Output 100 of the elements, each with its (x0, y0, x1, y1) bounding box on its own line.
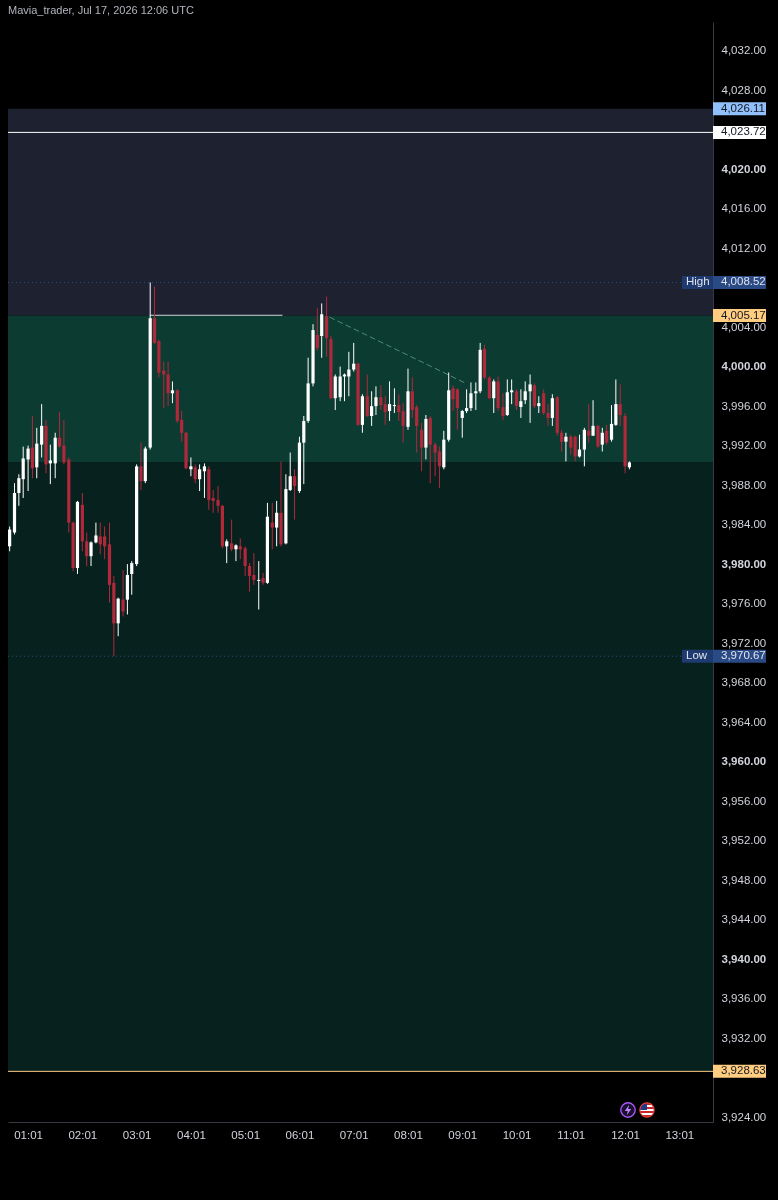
candlestick (225, 538, 229, 564)
candlestick (103, 526, 107, 560)
y-tick-label: 3,960.00 (721, 755, 767, 768)
candlestick (383, 395, 387, 426)
candlestick (234, 543, 238, 562)
candlestick (474, 381, 478, 411)
candlestick (605, 424, 609, 446)
candlestick (487, 375, 491, 400)
candlestick (170, 380, 175, 404)
candlestick (569, 434, 573, 455)
candlestick (514, 388, 519, 411)
candlestick (98, 522, 102, 555)
candlestick (257, 560, 261, 611)
y-tick-label: 3,956.00 (721, 794, 767, 807)
candlestick (582, 427, 586, 467)
candlestick (528, 374, 532, 424)
y-tick-label: 4,016.00 (721, 202, 767, 215)
y-tick-label: 3,968.00 (721, 676, 767, 689)
y-tick-label: 4,020.00 (721, 162, 767, 175)
candlestick (455, 387, 459, 431)
y-tick-label: 3,972.00 (721, 636, 767, 649)
y-tick-label: 3,952.00 (721, 834, 767, 847)
y-tick-label: 3,932.00 (721, 1031, 767, 1044)
candlestick (230, 519, 234, 552)
chart-title: Mavia_trader, Jul 17, 2026 12:06 UTC (8, 4, 194, 16)
candlestick (564, 432, 568, 462)
candlestick (17, 473, 21, 507)
x-tick-label: 09:01 (448, 1128, 478, 1141)
candlestick (162, 361, 166, 409)
y-tick-label: 3,940.00 (721, 952, 767, 965)
candlestick (338, 366, 342, 402)
x-tick-label: 12:01 (611, 1128, 640, 1141)
candlestick (591, 399, 595, 437)
candlestick (460, 409, 464, 439)
candlestick (374, 385, 378, 416)
x-tick-label: 06:01 (285, 1128, 315, 1141)
x-tick-label: 04:01 (177, 1128, 206, 1141)
candlestick (618, 383, 622, 427)
x-tick-label: 05:01 (231, 1128, 261, 1141)
candlestick (419, 422, 424, 472)
candlestick (94, 522, 98, 544)
candlestick (238, 537, 242, 560)
candlestick (302, 415, 306, 485)
candlestick (197, 463, 202, 492)
candlestick (465, 388, 469, 414)
candlestick (292, 468, 297, 521)
candlestick (365, 374, 369, 418)
y-tick-label: 3,992.00 (721, 439, 767, 452)
ref-line-label: 4,008.52 (721, 275, 766, 288)
ref-line-label: 4,023.72 (721, 125, 766, 138)
candlestick (392, 387, 397, 414)
y-tick-label: 4,004.00 (721, 320, 767, 333)
candlestick (387, 380, 392, 422)
candlestick (26, 445, 30, 492)
candlestick (433, 442, 437, 477)
candlestick (523, 380, 527, 405)
candlestick (85, 532, 89, 567)
candlestick (401, 402, 405, 444)
candlestick (451, 384, 455, 412)
candlestick (546, 403, 550, 427)
y-tick-label: 4,000.00 (721, 360, 767, 373)
x-tick-label: 03:01 (122, 1128, 152, 1141)
candlestick (492, 378, 496, 414)
candlestick (542, 388, 546, 416)
x-tick-label: 07:01 (339, 1128, 369, 1141)
candlestick (193, 463, 197, 484)
candlestick (121, 569, 125, 617)
candlestick (320, 302, 324, 359)
candlestick (48, 444, 52, 485)
band-label: 4,026.11 (721, 101, 765, 114)
candlestick (379, 384, 383, 411)
candlestick (252, 552, 256, 586)
candlestick (288, 452, 292, 492)
y-tick-label: 3,980.00 (721, 557, 767, 570)
candlestick (596, 424, 600, 449)
y-tick-label: 3,976.00 (721, 597, 767, 610)
candlestick (573, 435, 577, 462)
annotation: Low (686, 649, 708, 662)
candlestick (35, 427, 39, 479)
candlestick (559, 429, 564, 453)
x-tick-label: 10:01 (502, 1128, 532, 1141)
y-tick-label: 3,996.00 (721, 399, 767, 412)
band-label: 4,005.17 (721, 308, 766, 321)
candlestick (270, 502, 274, 550)
y-tick-label: 4,032.00 (721, 44, 767, 57)
x-tick-label: 11:01 (557, 1128, 586, 1141)
candlestick (397, 393, 401, 422)
candlestick (243, 545, 247, 577)
y-tick-label: 4,012.00 (721, 241, 767, 254)
candlestick (275, 500, 279, 547)
x-tick-label: 13:01 (665, 1128, 695, 1141)
candlestick (166, 361, 170, 407)
candlestick (550, 393, 554, 427)
candlestick (505, 378, 509, 417)
candlestick (370, 390, 374, 427)
y-tick-label: 3,948.00 (721, 873, 767, 886)
y-tick-label: 3,964.00 (721, 715, 767, 728)
candlestick (333, 374, 337, 411)
y-tick-label: 3,988.00 (721, 478, 767, 491)
candlestick (352, 342, 356, 373)
